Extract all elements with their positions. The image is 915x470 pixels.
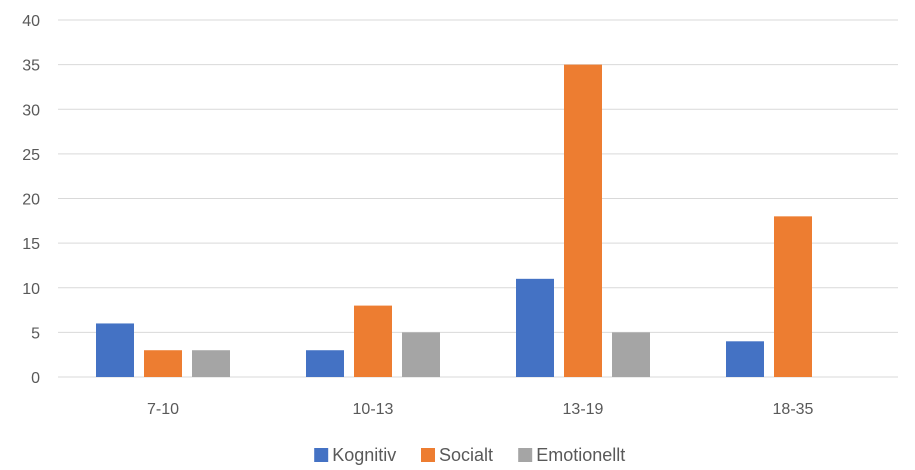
bar-kognitiv-18-35 bbox=[726, 341, 764, 377]
y-tick-label: 0 bbox=[31, 370, 40, 387]
y-axis-tick-labels: 0 5 10 15 20 25 30 35 40 bbox=[22, 13, 40, 387]
gridlines bbox=[58, 19, 898, 378]
y-tick-label: 10 bbox=[22, 281, 40, 298]
x-tick-label: 7-10 bbox=[147, 401, 179, 418]
x-tick-label: 10-13 bbox=[353, 401, 394, 418]
bar-socialt-7-10 bbox=[144, 350, 182, 377]
bar-emotionellt-7-10 bbox=[192, 350, 230, 377]
legend-label: Emotionellt bbox=[536, 445, 625, 465]
bar-kognitiv-10-13 bbox=[306, 350, 344, 377]
bar-emotionellt-10-13 bbox=[402, 332, 440, 377]
y-tick-label: 25 bbox=[22, 147, 40, 164]
bar-socialt-10-13 bbox=[354, 305, 392, 377]
legend: Kognitiv Socialt Emotionellt bbox=[314, 445, 625, 465]
bar-socialt-13-19 bbox=[564, 64, 602, 377]
y-tick-label: 15 bbox=[22, 236, 40, 253]
bar-emotionellt-13-19 bbox=[612, 332, 650, 377]
legend-item-kognitiv: Kognitiv bbox=[314, 445, 396, 465]
y-tick-label: 35 bbox=[22, 58, 40, 75]
x-tick-label: 18-35 bbox=[773, 401, 814, 418]
bars bbox=[96, 64, 812, 377]
legend-label: Kognitiv bbox=[332, 445, 396, 465]
bar-kognitiv-7-10 bbox=[96, 323, 134, 377]
y-tick-label: 40 bbox=[22, 13, 40, 30]
y-tick-label: 30 bbox=[22, 102, 40, 119]
y-tick-label: 5 bbox=[31, 325, 40, 342]
bar-kognitiv-13-19 bbox=[516, 278, 554, 377]
y-tick-label: 20 bbox=[22, 192, 40, 209]
x-tick-label: 13-19 bbox=[563, 401, 604, 418]
legend-swatch bbox=[518, 448, 533, 462]
x-axis-tick-labels: 7-10 10-13 13-19 18-35 bbox=[147, 401, 814, 418]
bar-socialt-18-35 bbox=[774, 216, 812, 377]
legend-label: Socialt bbox=[439, 445, 493, 465]
legend-item-socialt: Socialt bbox=[421, 445, 493, 465]
legend-swatch bbox=[314, 448, 329, 462]
legend-item-emotionellt: Emotionellt bbox=[518, 445, 625, 465]
legend-swatch bbox=[421, 448, 435, 462]
